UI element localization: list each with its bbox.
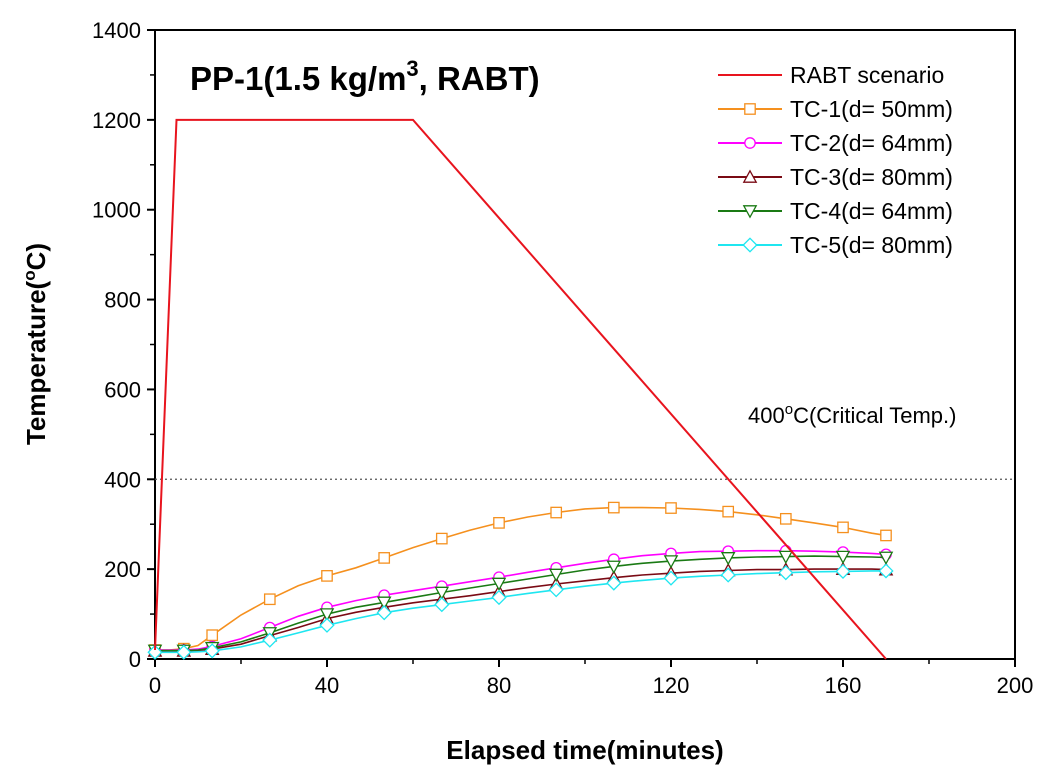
data-point	[263, 593, 276, 606]
data-point	[548, 568, 564, 583]
y-axis: 0 200 400 600 800 1000 1200 1400	[92, 18, 155, 672]
data-point	[779, 512, 792, 525]
data-point	[606, 575, 622, 591]
series-layer	[147, 118, 894, 660]
x-tick-label: 40	[315, 673, 339, 698]
data-point	[778, 550, 794, 565]
data-point	[435, 532, 448, 545]
chart-title-suffix: , RABT)	[419, 60, 540, 97]
chart-title-superscript: 3	[406, 56, 418, 81]
x-axis-title: Elapsed time(minutes)	[446, 735, 723, 765]
legend-label: TC-4(d= 64mm)	[790, 198, 953, 224]
y-tick-label: 1400	[92, 18, 141, 43]
data-point	[147, 644, 163, 660]
legend-label: TC-1(d= 50mm)	[790, 96, 953, 122]
data-point	[663, 555, 679, 569]
x-tick-label: 80	[487, 673, 511, 698]
legend-marker	[744, 137, 756, 149]
series-5	[147, 550, 894, 659]
data-point	[319, 617, 335, 633]
critical-temp-suffix: C(Critical Temp.)	[793, 403, 956, 428]
data-point	[204, 643, 220, 659]
legend-label: TC-2(d= 64mm)	[790, 130, 953, 156]
series-1	[154, 118, 887, 660]
data-point	[606, 560, 622, 575]
data-point	[878, 563, 894, 579]
y-axis-title-suffix: C)	[21, 243, 51, 270]
data-point	[376, 605, 392, 621]
data-point	[491, 577, 507, 592]
data-point	[550, 506, 563, 519]
legend-entry: TC-3(d= 80mm)	[718, 164, 953, 190]
legend-marker	[742, 169, 758, 183]
data-point	[176, 644, 192, 660]
y-tick-label: 600	[104, 377, 141, 402]
legend-entry: TC-4(d= 64mm)	[718, 198, 953, 224]
data-point	[376, 596, 392, 610]
legend-label: TC-5(d= 80mm)	[790, 232, 953, 258]
legend-entry: RABT scenario	[718, 62, 944, 88]
legend-label: TC-3(d= 80mm)	[790, 164, 953, 190]
data-point	[720, 567, 736, 583]
series-2	[149, 501, 892, 656]
data-point	[491, 589, 507, 606]
data-point	[722, 505, 735, 518]
y-tick-label: 1000	[92, 198, 141, 223]
data-point	[665, 502, 677, 514]
data-point	[434, 586, 450, 601]
y-axis-title-prefix: Temperature(	[21, 280, 51, 445]
data-point	[319, 608, 335, 622]
chart-title: PP-1(1.5 kg/m3, RABT)	[190, 56, 540, 97]
critical-temp-prefix: 400	[748, 403, 785, 428]
data-point	[835, 563, 851, 580]
legend-label: RABT scenario	[790, 62, 944, 88]
y-tick-label: 1200	[92, 108, 141, 133]
data-point	[778, 565, 794, 581]
data-point	[378, 552, 391, 564]
series-6	[147, 563, 894, 660]
critical-temp-superscript: o	[785, 401, 793, 418]
data-point	[434, 597, 450, 613]
legend-marker	[742, 205, 758, 219]
legend-entry: TC-5(d= 80mm)	[718, 232, 953, 258]
data-point	[880, 529, 892, 542]
x-tick-label: 120	[653, 673, 690, 698]
data-point	[835, 550, 851, 565]
x-tick-label: 0	[149, 673, 161, 698]
legend: RABT scenario TC-1(d= 50mm) TC-2(d= 64mm) T…	[718, 62, 953, 258]
x-tick-label: 200	[997, 673, 1034, 698]
legend-entry: TC-2(d= 64mm)	[718, 130, 953, 156]
legend-entry: TC-1(d= 50mm)	[718, 96, 953, 122]
y-axis-title: Temperature(oC)	[20, 243, 51, 445]
data-point	[720, 552, 736, 566]
x-axis: 0 40 80 120 160 200	[149, 659, 1033, 698]
data-point	[663, 570, 679, 586]
y-tick-label: 800	[104, 288, 141, 313]
y-axis-title-superscript: o	[20, 270, 39, 280]
y-tick-label: 0	[129, 647, 141, 672]
data-point	[878, 551, 894, 566]
data-point	[321, 570, 333, 582]
data-point	[607, 501, 620, 514]
y-tick-label: 200	[104, 557, 141, 582]
series-line	[154, 118, 887, 660]
legend-marker	[742, 237, 758, 253]
x-tick-label: 160	[825, 673, 862, 698]
data-point	[206, 629, 219, 642]
legend-marker	[744, 103, 756, 115]
data-point	[262, 632, 278, 648]
data-point	[493, 517, 505, 529]
critical-temp-label: 400oC(Critical Temp.)	[748, 401, 956, 428]
y-tick-label: 400	[104, 467, 141, 492]
data-point	[837, 521, 849, 534]
data-point	[548, 582, 564, 598]
chart-title-prefix: PP-1(1.5 kg/m	[190, 60, 406, 97]
